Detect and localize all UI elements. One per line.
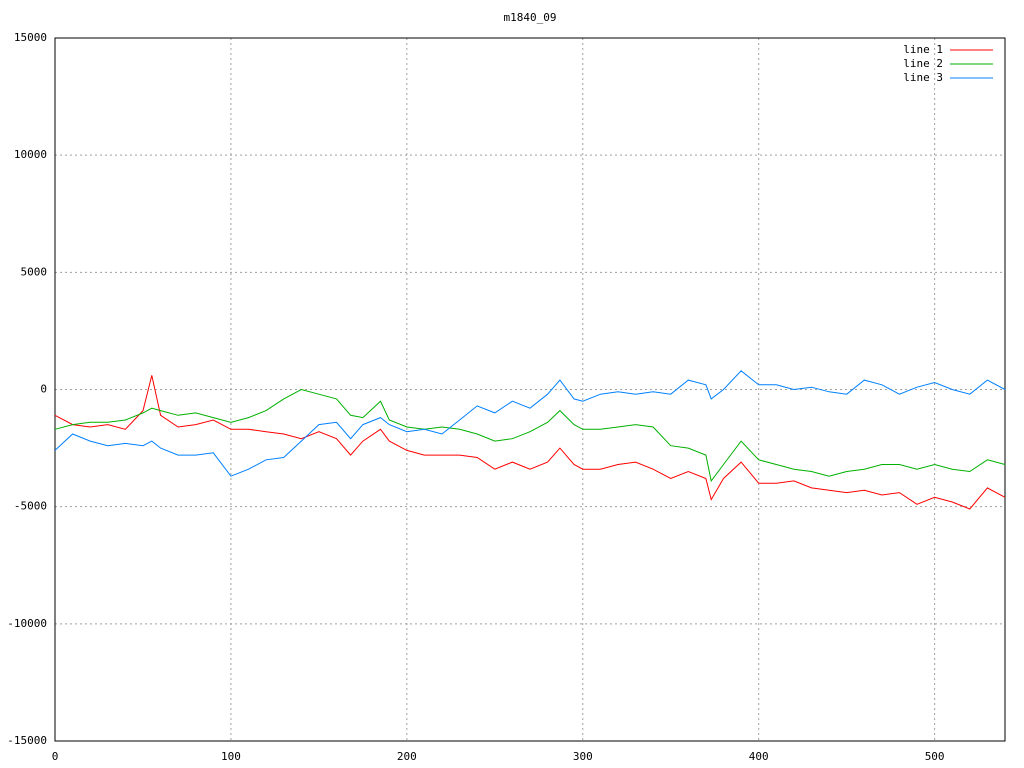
x-tick-label: 100 [221,750,241,763]
data-line [54,375,1006,510]
x-tick-label: 400 [749,750,769,763]
x-tick-label: 300 [573,750,593,763]
y-tick-label: -15000 [7,734,47,747]
chart-title: m1840_09 [504,11,557,24]
y-tick-label: 10000 [14,148,47,161]
x-tick-label: 0 [52,750,59,763]
y-tick-label: 5000 [21,265,48,278]
data-line [54,388,1006,483]
data-line [54,370,1006,477]
y-tick-label: -5000 [14,500,47,513]
x-tick-label: 200 [397,750,417,763]
x-tick-label: 500 [925,750,945,763]
y-tick-label: 0 [40,383,47,396]
legend-label: line 2 [903,57,943,70]
y-tick-label: -10000 [7,617,47,630]
y-tick-label: 15000 [14,31,47,44]
legend-label: line 1 [903,43,943,56]
legend-label: line 3 [903,71,943,84]
